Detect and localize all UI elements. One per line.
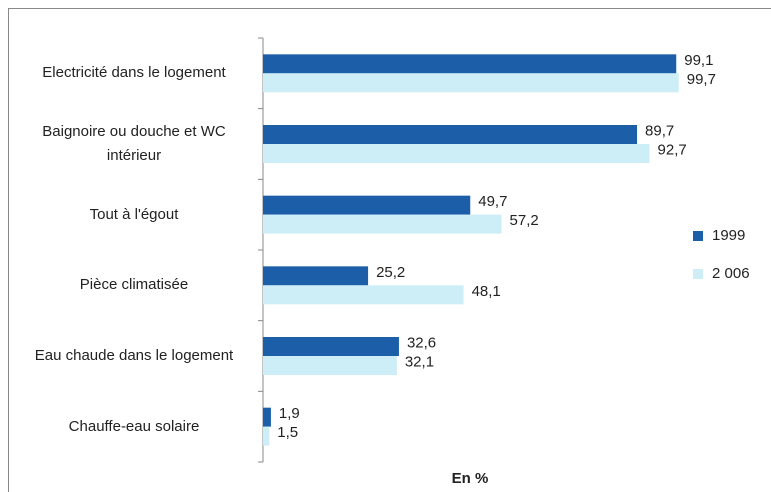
- value-label: 89,7: [645, 122, 674, 139]
- category-label: Eau chaude dans le logement: [34, 347, 234, 364]
- category-label: Baignoire ou douche et WC intérieur: [42, 123, 226, 164]
- legend-swatch: [693, 231, 703, 241]
- value-label: 25,2: [376, 264, 405, 281]
- bar: [263, 266, 369, 286]
- category-label: Pièce climatisée: [79, 276, 189, 294]
- bar: [263, 407, 271, 427]
- value-label: 48,1: [472, 283, 501, 300]
- value-label: 57,2: [510, 212, 539, 229]
- bar: [263, 426, 270, 446]
- bar: [263, 144, 650, 163]
- value-label: 92,7: [658, 141, 687, 158]
- value-label: 32,1: [405, 353, 434, 370]
- value-label: 1,5: [277, 424, 298, 441]
- bar: [263, 214, 502, 234]
- bar: [263, 337, 399, 356]
- bar: [263, 125, 638, 144]
- value-label: 49,7: [478, 193, 507, 210]
- category-label: Tout à l'égout: [89, 205, 179, 223]
- legend-label: 1999: [712, 227, 745, 244]
- bar: [263, 195, 471, 215]
- frame: [8, 8, 771, 492]
- bar: [263, 285, 464, 305]
- value-label: 99,1: [684, 52, 713, 69]
- x-axis-label: En %: [452, 470, 489, 487]
- bar: [263, 356, 397, 375]
- bar: [263, 54, 677, 74]
- value-label: 1,9: [279, 405, 300, 422]
- category-label: Electricité dans le logement: [42, 64, 226, 82]
- value-label: 99,7: [687, 71, 716, 88]
- value-label: 32,6: [407, 334, 436, 351]
- category-label: Chauffe-eau solaire: [68, 417, 200, 435]
- bar: [263, 73, 679, 93]
- legend-swatch: [693, 269, 703, 279]
- legend-label: 2 006: [712, 265, 750, 282]
